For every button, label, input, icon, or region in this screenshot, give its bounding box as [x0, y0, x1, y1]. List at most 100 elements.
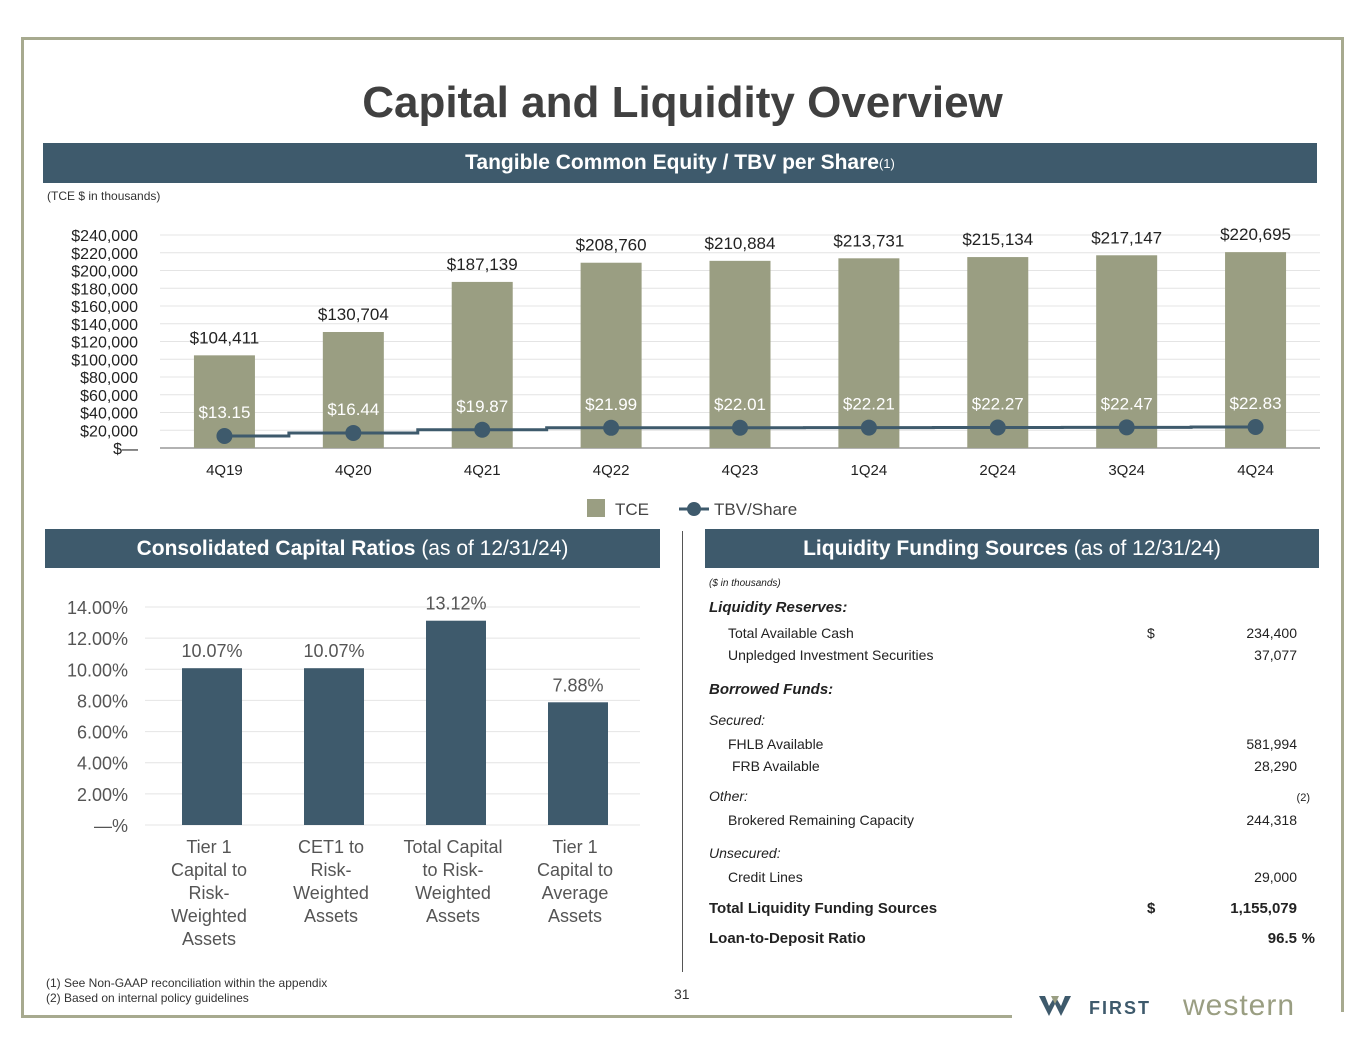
- liquidity-band: Liquidity Funding Sources (as of 12/31/2…: [705, 529, 1319, 568]
- ltd-value: 96.5: [1267, 930, 1297, 947]
- cash-value: 234,400: [1246, 625, 1297, 641]
- securities-label: Unpledged Investment Securities: [728, 647, 934, 663]
- y-tick-label: $180,000: [71, 281, 138, 298]
- company-logo: FIRST western: [1039, 990, 1295, 1022]
- tbv-point: [732, 419, 748, 436]
- y-tick-label: 4.00%: [77, 754, 128, 774]
- y-tick-label: $220,000: [71, 246, 138, 263]
- tce-bar: [967, 257, 1029, 448]
- tbv-data-label: $19.87: [456, 397, 508, 416]
- tbv-data-label: $13.15: [198, 403, 250, 422]
- capital-data-label: 7.88%: [552, 675, 603, 695]
- brokered-value: 244,318: [1246, 812, 1297, 828]
- capital-bar: [548, 702, 608, 825]
- credit-label: Credit Lines: [728, 869, 803, 885]
- table-row: Total Liquidity Funding Sources $ 1,155,…: [709, 900, 1319, 920]
- legend-tbv-label: TBV/Share: [714, 500, 797, 519]
- liquidity-band-title: Liquidity Funding Sources: [803, 536, 1068, 560]
- fhlb-value: 581,994: [1246, 736, 1297, 752]
- tce-data-label: $220,695: [1220, 225, 1291, 244]
- tce-data-label: $130,704: [318, 305, 389, 324]
- y-tick-label: 12.00%: [67, 629, 128, 649]
- tbv-data-label: $16.44: [327, 400, 379, 419]
- x-tick-label: 3Q24: [1108, 462, 1145, 479]
- x-tick-label: 4Q20: [335, 462, 372, 479]
- table-row: FRB Available 28,290: [709, 758, 1319, 778]
- tbv-point: [603, 419, 620, 436]
- tce-data-label: $187,139: [447, 255, 518, 274]
- capital-chart: —% 2.00% 4.00% 6.00% 8.00% 10.00% 12.00% 14.00%…: [67, 594, 640, 949]
- capital-band: Consolidated Capital Ratios (as of 12/31…: [45, 529, 660, 568]
- x-tick-label: 1Q24: [851, 462, 888, 479]
- y-tick-label: $100,000: [71, 352, 138, 369]
- tbv-point: [345, 424, 362, 441]
- capital-data-label: 10.07%: [181, 641, 242, 661]
- unsecured-label: Unsecured:: [709, 845, 781, 861]
- y-tick-label: $60,000: [80, 388, 138, 405]
- page-title: Capital and Liquidity Overview: [362, 78, 1003, 127]
- tbv-point: [1118, 419, 1135, 436]
- page-number: 31: [674, 986, 690, 1002]
- tce-bar: [1225, 252, 1287, 448]
- x-tick-label: 4Q19: [206, 462, 243, 479]
- x-tick-label: to Risk-: [422, 860, 483, 880]
- ltd-pct: %: [1301, 930, 1315, 947]
- y-tick-label: 2.00%: [77, 785, 128, 805]
- ltd-label: Loan-to-Deposit Ratio: [709, 930, 866, 947]
- y-tick-label: $120,000: [71, 335, 138, 352]
- tce-data-label: $208,760: [576, 236, 647, 255]
- tce-bar: [451, 281, 513, 448]
- footnote-2: (2) Based on internal policy guidelines: [46, 991, 249, 1005]
- logo-text-first: FIRST: [1089, 998, 1151, 1018]
- y-tick-label: $140,000: [71, 317, 138, 334]
- x-tick-label: Average: [542, 883, 609, 903]
- y-tick-label: 6.00%: [77, 723, 128, 743]
- total-value: 1,155,079: [1230, 900, 1297, 917]
- x-tick-label: Capital to: [171, 860, 247, 880]
- tce-band-title: Tangible Common Equity / TBV per Share: [465, 151, 879, 174]
- fhlb-label: FHLB Available: [728, 736, 824, 752]
- section-divider: [682, 531, 683, 972]
- table-row: Loan-to-Deposit Ratio 96.5 %: [709, 930, 1319, 950]
- x-tick-label: Total Capital: [403, 837, 502, 857]
- capital-bar: [182, 668, 242, 825]
- tbv-point: [1247, 419, 1264, 435]
- tce-band: Tangible Common Equity / TBV per Share (1…: [43, 143, 1317, 183]
- y-tick-label: $240,000: [71, 228, 138, 245]
- secured-label: Secured:: [709, 712, 766, 728]
- x-tick-label: Weighted: [293, 883, 369, 903]
- tce-bar: [580, 262, 642, 448]
- capital-band-title: Consolidated Capital Ratios: [136, 536, 416, 560]
- tbv-data-label: $22.27: [972, 395, 1024, 414]
- legend-tce-label: TCE: [615, 500, 649, 519]
- capital-data-label: 10.07%: [303, 641, 364, 661]
- tbv-data-label: $21.99: [585, 395, 637, 414]
- x-tick-label: Tier 1: [552, 837, 597, 857]
- y-tick-label: 8.00%: [77, 691, 128, 711]
- other-label: Other:: [709, 788, 748, 804]
- tce-data-label: $215,134: [962, 230, 1033, 249]
- x-tick-label: Assets: [426, 906, 480, 926]
- logo-text-western: western: [1182, 990, 1295, 1022]
- tbv-data-label: $22.47: [1101, 394, 1153, 413]
- y-tick-label: 10.00%: [67, 660, 128, 680]
- other-note: (2): [1296, 792, 1310, 804]
- tbv-point: [989, 419, 1006, 436]
- x-tick-label: Risk-: [311, 860, 352, 880]
- table-row: Brokered Remaining Capacity 244,318: [709, 812, 1319, 832]
- table-row: Unpledged Investment Securities 37,077: [709, 647, 1319, 667]
- x-tick-label: Risk-: [189, 883, 230, 903]
- tce-bar: [838, 258, 900, 448]
- liquidity-units-note: ($ in thousands): [709, 578, 781, 589]
- tce-data-label: $210,884: [705, 234, 776, 253]
- credit-value: 29,000: [1254, 869, 1297, 885]
- table-row: Credit Lines 29,000: [709, 869, 1319, 889]
- brokered-label: Brokered Remaining Capacity: [728, 812, 914, 828]
- logo-mark-icon: [1039, 996, 1071, 1016]
- x-tick-label: Capital to: [537, 860, 613, 880]
- frame-gap: [1012, 1012, 1352, 1024]
- borrowed-header: Borrowed Funds:: [709, 681, 834, 698]
- securities-value: 37,077: [1254, 647, 1297, 663]
- tce-data-label: $213,731: [833, 231, 904, 250]
- cash-label: Total Available Cash: [728, 625, 854, 641]
